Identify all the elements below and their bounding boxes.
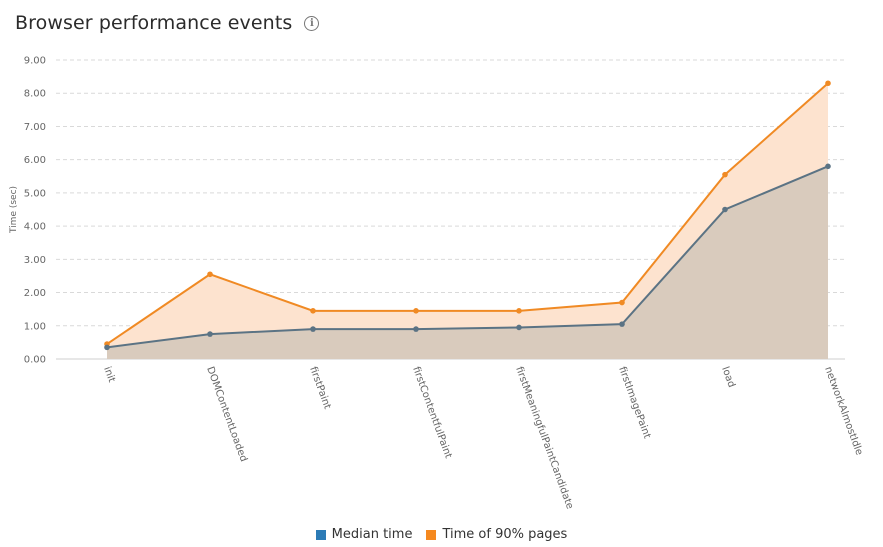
legend-label-median: Median time [331,527,413,542]
series-line-median [106,165,829,349]
chart-legend: Median time Time of 90% pages [0,527,883,542]
series-area-p90 [107,83,828,359]
area-chart: 0.00 1.00 2.00 3.00 4.00 5.00 6.00 7.00 8.00 9.00… [9,56,864,511]
y-tick-label: 3.00 [24,255,46,266]
x-tick-label: DOMContentLoaded [204,365,249,463]
y-tick-label: 6.00 [24,155,46,166]
y-tick-label: 0.00 [24,355,46,366]
data-point-p90 [619,299,625,306]
chart-header: Browser performance events i [15,12,320,34]
data-point-median [619,321,625,327]
data-point-median [825,163,831,170]
y-tick-label: 9.00 [24,56,46,67]
legend-item-p90[interactable]: Time of 90% pages [426,527,567,542]
info-icon[interactable]: i [304,15,320,31]
x-tick-label: firstContentfulPaint [410,365,453,460]
x-tick-label: firstImagePaint [616,365,652,440]
legend-swatch-p90 [426,529,437,540]
y-tick-label: 1.00 [24,321,46,332]
x-tick-label: init [101,365,117,384]
data-point-p90 [722,171,728,178]
x-tick-label: load [719,365,737,389]
y-tick-label: 8.00 [24,89,46,100]
page-title: Browser performance events [15,12,293,34]
data-point-median [310,326,316,332]
data-point-p90 [310,308,316,314]
y-tick-label: 2.00 [24,288,46,299]
data-point-median [413,326,419,332]
legend-label-p90: Time of 90% pages [442,527,568,542]
series-area-median [107,166,828,359]
data-point-p90 [413,308,419,314]
y-axis-title: Time (sec) [9,186,19,234]
x-tick-label: firstPaint [307,365,333,410]
data-point-median [104,344,110,351]
data-point-p90 [207,271,213,278]
legend-item-median[interactable]: Median time [315,527,413,542]
y-tick-label: 5.00 [24,188,46,199]
data-point-median [516,324,522,331]
y-tick-label: 7.00 [24,122,46,133]
data-point-p90 [516,308,522,314]
series-line-p90 [106,82,829,345]
data-point-median [207,331,213,337]
y-tick-label: 4.00 [24,222,46,233]
x-tick-label: firstMeaningfulPaintCandidate [513,365,575,510]
legend-swatch-median [315,529,326,540]
x-tick-label: networkAlmostIdle [822,365,864,457]
data-point-p90 [825,80,831,87]
data-point-median [722,206,728,213]
